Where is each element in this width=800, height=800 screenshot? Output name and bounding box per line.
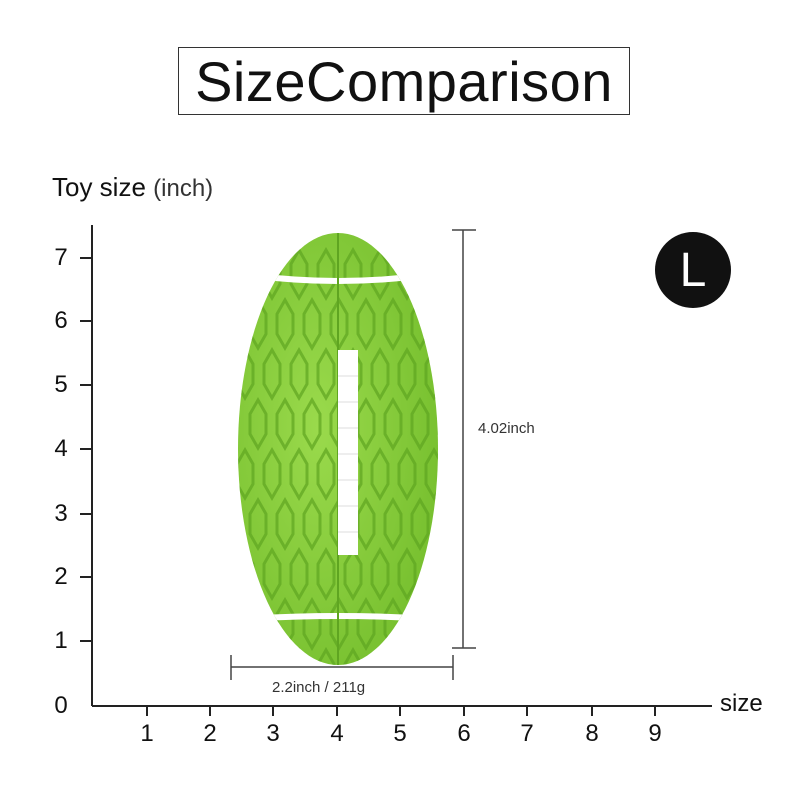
laces (338, 350, 358, 555)
ball-texture-cell (383, 296, 403, 352)
y-tick-label: 3 (54, 500, 68, 527)
ball-texture-cell (424, 246, 438, 302)
ball-texture-cell (238, 646, 255, 665)
ball-texture-cell (248, 396, 268, 452)
ball-texture-cell (302, 496, 322, 552)
ball-texture-cell (262, 546, 282, 602)
ball-texture-cell (275, 396, 295, 452)
ball-texture-cell (262, 446, 282, 502)
x-tick-label: 9 (648, 720, 662, 747)
ball-texture-cell (302, 296, 322, 352)
x-tick-label: 1 (140, 720, 154, 747)
ball-texture-cell (370, 646, 390, 665)
ball-texture-cell (370, 346, 390, 402)
x-tick-label: 5 (393, 720, 407, 747)
ball-texture-cell (410, 496, 430, 552)
ball-texture-cell (356, 296, 376, 352)
ball-texture-cell (316, 346, 336, 402)
page-title: SizeComparison (178, 47, 630, 115)
y-tick-label: 4 (54, 435, 68, 462)
ball-texture-cell (248, 596, 268, 652)
ball-texture-cell (238, 446, 255, 502)
ball-texture-cell (410, 396, 430, 452)
ball-texture-cell (424, 446, 438, 502)
ball-texture-cell (316, 246, 336, 302)
y-axis-unit: (inch) (153, 175, 214, 202)
ball-texture-cell (397, 246, 417, 302)
x-tick-label: 7 (520, 720, 534, 747)
ball-texture-cell (424, 546, 438, 602)
ball-texture-cell (289, 246, 309, 302)
y-tick-label: 0 (54, 692, 68, 719)
ball-texture-cell (262, 346, 282, 402)
ball-texture-cell (238, 546, 255, 602)
x-tick-label: 6 (457, 720, 471, 747)
width-weight-label: 2.2inch / 211g (272, 679, 366, 696)
x-axis-label: size (720, 690, 763, 717)
height-label: 4.02inch (478, 420, 535, 437)
ball-texture-cell (437, 596, 438, 652)
ball-texture-cell (370, 246, 390, 302)
x-tick-label: 8 (585, 720, 599, 747)
x-tick-label: 2 (203, 720, 217, 747)
x-tick-label: 4 (330, 720, 344, 747)
width-measure-line (230, 655, 454, 680)
axes (80, 225, 712, 716)
ball-texture-cell (343, 246, 363, 302)
ball-texture-cell (437, 396, 438, 452)
ball-texture-cell (289, 546, 309, 602)
ball-texture-cell (275, 296, 295, 352)
ball-texture-cell (437, 296, 438, 352)
ball-texture-cell (370, 546, 390, 602)
ball-texture-cell (410, 596, 430, 652)
ball-texture-cell (383, 396, 403, 452)
ball-texture-cell (397, 646, 417, 665)
x-tick-label: 3 (266, 720, 280, 747)
y-axis-label: Toy size (inch) (52, 172, 213, 203)
y-tick-label: 1 (54, 627, 68, 654)
ball-texture-cell (316, 446, 336, 502)
ball-texture-cell (424, 346, 438, 402)
y-tick-label: 2 (54, 563, 68, 590)
ball-texture-cell (302, 396, 322, 452)
y-tick-label: 7 (54, 244, 68, 271)
football-toy-image (238, 233, 438, 665)
ball-texture-cell (289, 446, 309, 502)
ball-texture-cell (316, 546, 336, 602)
y-tick-label: 5 (54, 371, 68, 398)
ball-texture-cell (238, 346, 255, 402)
ball-texture-cell (248, 496, 268, 552)
ball-texture-cell (275, 496, 295, 552)
size-badge: L (655, 232, 731, 308)
height-measure-line (452, 229, 476, 649)
ball-texture-cell (383, 496, 403, 552)
ball-texture-cell (370, 446, 390, 502)
ball-texture-cell (397, 546, 417, 602)
ball-texture-cell (397, 446, 417, 502)
ball-texture-cell (437, 496, 438, 552)
ball-texture-cell (289, 346, 309, 402)
y-tick-label: 6 (54, 307, 68, 334)
y-axis-title: Toy size (52, 172, 146, 202)
ball-texture-cell (424, 646, 438, 665)
ball-texture-cell (397, 346, 417, 402)
ball-texture-cell (343, 546, 363, 602)
ball-texture-cell (238, 246, 255, 302)
